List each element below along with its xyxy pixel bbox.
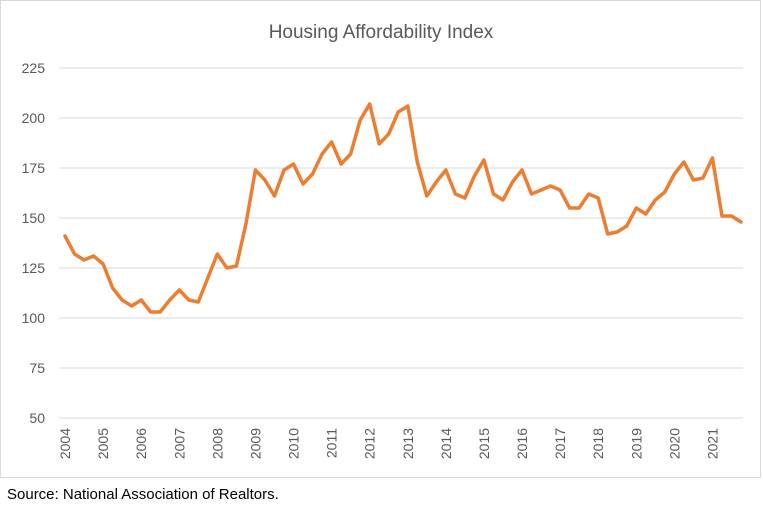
series-line-0 [63,102,743,314]
x-tick-label: 2017 [552,428,568,459]
x-tick-label: 2021 [704,428,720,459]
x-tick-label: 2012 [362,428,378,459]
y-tick-label: 75 [29,360,45,376]
x-tick-label: 2004 [57,428,73,459]
line-chart: Housing Affordability Index 50 75 100 125 15… [22,22,743,459]
source-note: Source: National Association of Realtors… [7,486,279,503]
x-tick-label: 2013 [400,428,416,459]
x-tick-label: 2014 [438,428,454,459]
x-tick-label: 2019 [628,428,644,459]
x-tick-label: 2015 [476,428,492,459]
x-tick-label: 2016 [514,428,530,459]
x-tick-label: 2009 [247,428,263,459]
y-tick-label: 125 [22,260,46,276]
y-tick-label: 200 [22,110,46,126]
chart-title: Housing Affordability Index [269,22,494,43]
x-tick-label: 2018 [590,428,606,459]
x-axis: 2004 2005 2006 2007 2008 2009 2010 2011 2012 2013… [57,428,720,459]
chart-area: Housing Affordability Index 50 75 100 125 15… [0,0,761,478]
x-tick-label: 2010 [286,428,302,459]
y-axis: 50 75 100 125 150 175 200 225 [22,60,46,426]
y-tick-label: 175 [22,160,46,176]
x-tick-label: 2005 [95,428,111,459]
x-tick-label: 2020 [666,428,682,459]
x-tick-label: 2011 [324,428,340,458]
series [63,102,743,314]
x-tick-label: 2008 [209,428,225,459]
x-tick-label: 2007 [171,428,187,459]
y-tick-label: 225 [22,60,46,76]
x-tick-label: 2006 [133,428,149,459]
y-tick-label: 100 [22,310,46,326]
gridlines [59,67,743,419]
y-tick-label: 150 [22,210,46,226]
y-tick-label: 50 [29,410,45,426]
